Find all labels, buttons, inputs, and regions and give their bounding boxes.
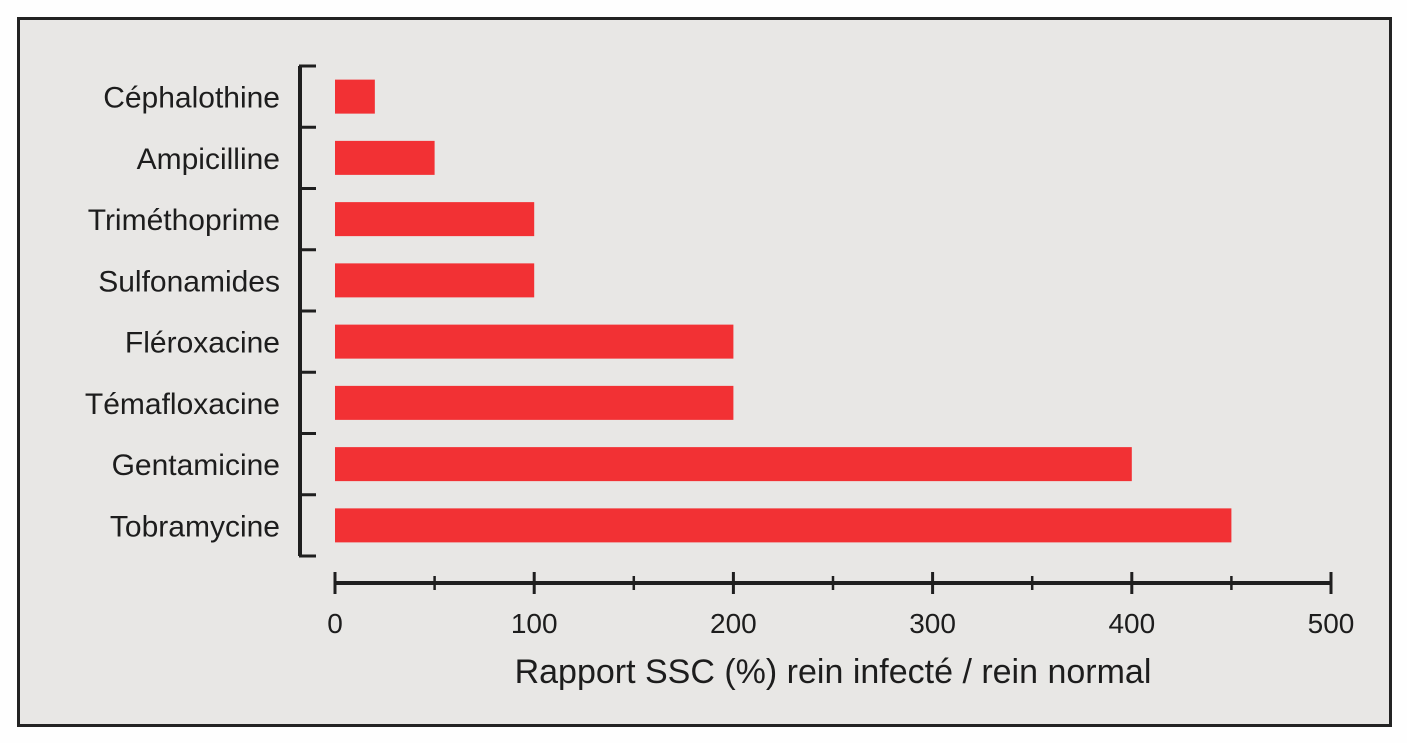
chart-frame bbox=[17, 17, 1392, 727]
x-axis-title: Rapport SSC (%) rein infecté / rein norm… bbox=[515, 653, 1152, 691]
bar bbox=[335, 447, 1132, 482]
category-label: Gentamicine bbox=[112, 449, 280, 482]
category-label: Triméthoprime bbox=[88, 204, 280, 237]
bar bbox=[335, 508, 1232, 543]
x-tick-label: 200 bbox=[710, 608, 757, 639]
x-axis: 0 100 200 300 400 500 bbox=[327, 572, 1354, 639]
category-label: Céphalothine bbox=[103, 82, 280, 115]
category-label: Témafloxacine bbox=[85, 388, 280, 421]
bar bbox=[335, 79, 375, 114]
bar bbox=[335, 140, 435, 175]
x-tick-label: 400 bbox=[1108, 608, 1155, 639]
bar bbox=[335, 324, 734, 359]
bar bbox=[335, 202, 535, 237]
category-label: Sulfonamides bbox=[98, 265, 280, 298]
x-tick-label: 0 bbox=[327, 608, 343, 639]
category-label: Fléroxacine bbox=[125, 327, 280, 360]
x-tick-label: 100 bbox=[511, 608, 558, 639]
bars-group bbox=[335, 79, 1232, 543]
y-axis: Céphalothine Ampicilline Triméthoprime Sulf… bbox=[85, 64, 316, 558]
x-tick-label: 300 bbox=[909, 608, 956, 639]
x-tick-label: 500 bbox=[1308, 608, 1355, 639]
bar bbox=[335, 385, 734, 420]
bar bbox=[335, 263, 535, 298]
category-label: Tobramycine bbox=[110, 510, 280, 543]
category-label: Ampicilline bbox=[137, 143, 280, 176]
